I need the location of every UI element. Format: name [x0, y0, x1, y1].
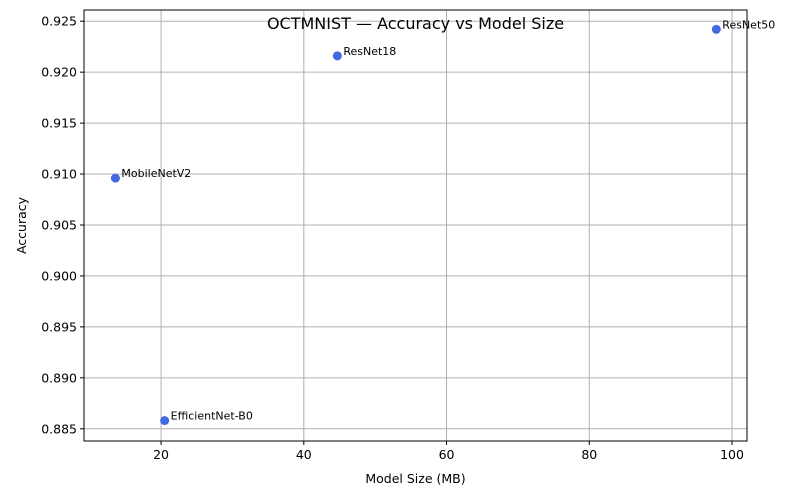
point-label: ResNet18: [343, 45, 396, 58]
data-points: MobileNetV2 EfficientNet-B0 ResNet18 ResNet…: [110, 18, 775, 426]
y-tick-label: 0.915: [41, 116, 77, 131]
y-tick-label: 0.900: [41, 268, 77, 283]
y-axis-label: Accuracy: [14, 196, 29, 254]
y-tick-label: 0.890: [41, 370, 77, 385]
grid: [84, 10, 747, 441]
y-tick-label: 0.905: [41, 217, 77, 232]
y-tick-label: 0.920: [41, 65, 77, 80]
y-tick-label: 0.925: [41, 14, 77, 29]
y-tick-label: 0.885: [41, 421, 77, 436]
x-tick-label: 100: [720, 447, 744, 462]
x-tick-label: 60: [439, 447, 455, 462]
point-label: EfficientNet-B0: [171, 410, 253, 423]
point-label: MobileNetV2: [121, 167, 191, 180]
plot-frame: [83, 9, 748, 442]
chart-title: OCTMNIST — Accuracy vs Model Size: [267, 14, 564, 33]
x-tick-label: 80: [581, 447, 597, 462]
data-point: [332, 51, 342, 61]
x-axis-label: Model Size (MB): [365, 471, 465, 486]
axis-ticks: 20 40 60 80 100 0.885 0.890 0.895 0.900 0.905 0.91…: [41, 14, 744, 462]
y-tick-label: 0.895: [41, 319, 77, 334]
x-tick-label: 20: [153, 447, 169, 462]
data-point: [160, 416, 170, 426]
data-point: [110, 173, 120, 183]
y-tick-label: 0.910: [41, 167, 77, 182]
point-label: ResNet50: [722, 18, 775, 31]
data-point: [711, 24, 721, 34]
x-tick-label: 40: [296, 447, 312, 462]
